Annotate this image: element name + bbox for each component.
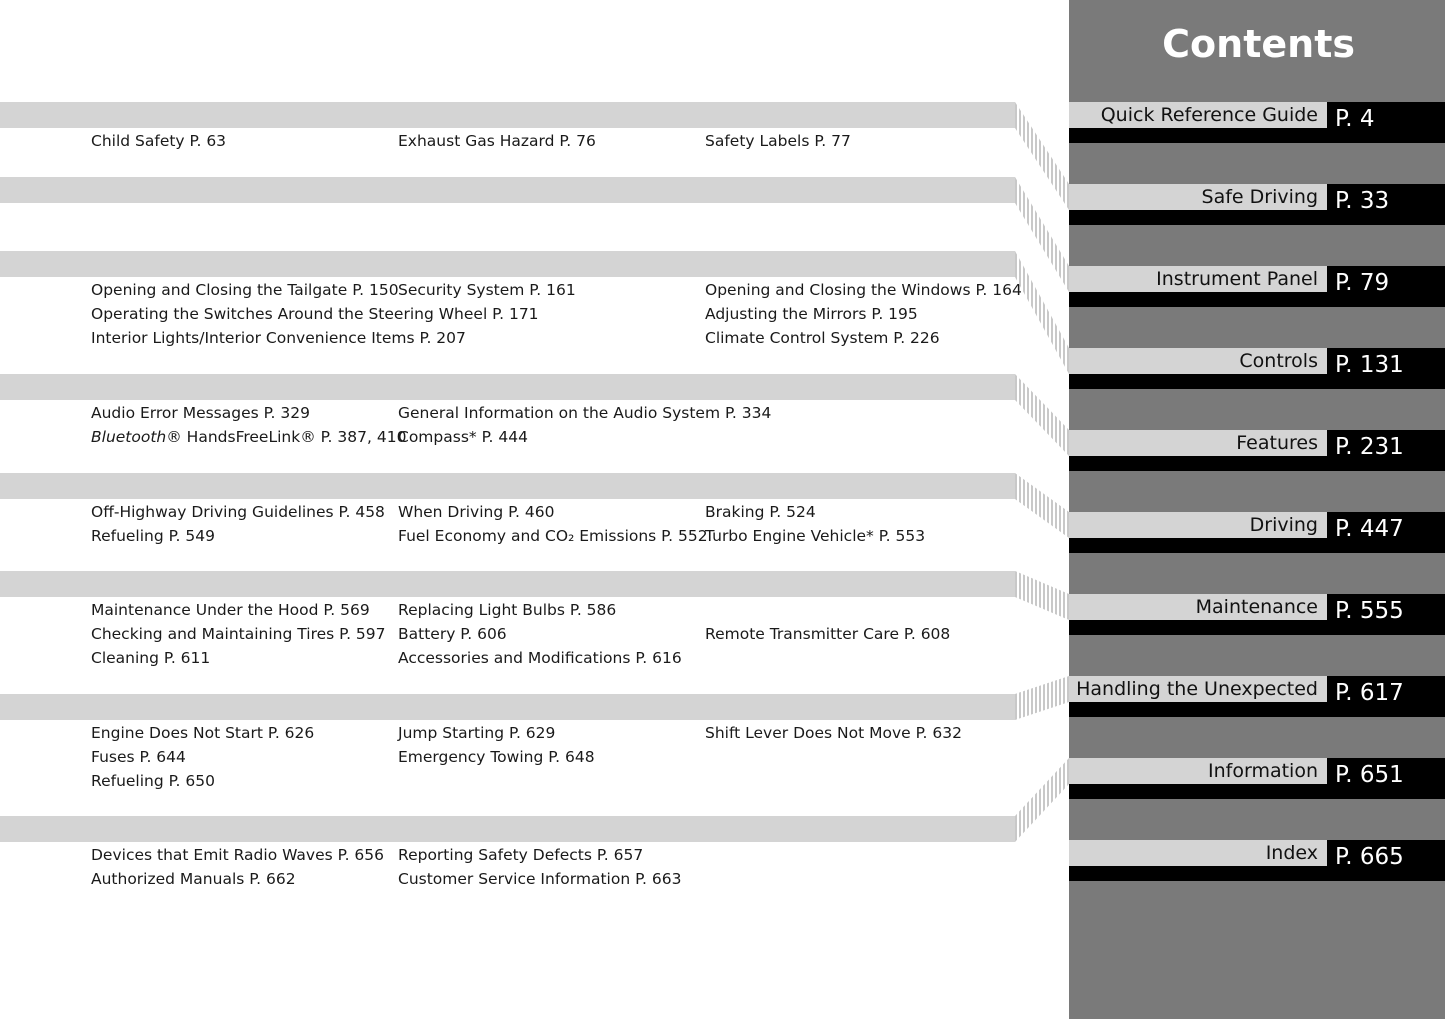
toc-link[interactable]: Emergency Towing P. 648 xyxy=(398,748,595,766)
toc-link[interactable]: Customer Service Information P. 663 xyxy=(398,870,682,888)
page-box xyxy=(1327,676,1445,717)
page-box xyxy=(1327,184,1445,225)
page-box xyxy=(1327,266,1445,307)
page-box xyxy=(1327,102,1445,143)
connector-stripe xyxy=(1015,758,1069,842)
toc-link[interactable]: Jump Starting P. 629 xyxy=(398,724,556,742)
toc-link[interactable]: Checking and Maintaining Tires P. 597 xyxy=(91,625,386,643)
toc-link[interactable]: Opening and Closing the Tailgate P. 150 xyxy=(91,281,399,299)
sidebar-item-label: Index xyxy=(1069,840,1327,866)
page-box xyxy=(1327,430,1445,471)
page-box xyxy=(1327,594,1445,635)
toc-link[interactable]: Climate Control System P. 226 xyxy=(705,329,940,347)
page-box xyxy=(1327,512,1445,553)
connector-stripe xyxy=(1015,374,1069,456)
connector-stripe xyxy=(1015,473,1069,538)
sidebar-item[interactable]: Maintenance P. 555 xyxy=(1069,594,1445,635)
toc-link[interactable]: Fuses P. 644 xyxy=(91,748,186,766)
sidebar-item[interactable]: Handling the Unexpected P. 617 xyxy=(1069,676,1445,717)
sidebar-item[interactable]: Information P. 651 xyxy=(1069,758,1445,799)
sidebar-item[interactable]: Controls P. 131 xyxy=(1069,348,1445,389)
sidebar-item-page: P. 231 xyxy=(1335,434,1404,460)
sidebar-item-page: P. 555 xyxy=(1335,598,1404,624)
sidebar-item[interactable]: Instrument Panel P. 79 xyxy=(1069,266,1445,307)
sidebar-item-label: Handling the Unexpected xyxy=(1069,676,1327,702)
toc-link[interactable]: Authorized Manuals P. 662 xyxy=(91,870,296,888)
sidebar-item-page: P. 617 xyxy=(1335,680,1404,706)
toc-link[interactable]: Devices that Emit Radio Waves P. 656 xyxy=(91,846,385,864)
sidebar-item-label: Maintenance xyxy=(1069,594,1327,620)
connector-stripe xyxy=(1015,177,1069,292)
sidebar-item-label: Information xyxy=(1069,758,1327,784)
toc-link[interactable]: Remote Transmitter Care P. 608 xyxy=(705,625,951,643)
sidebar-item-page: P. 665 xyxy=(1335,844,1404,870)
section-band[interactable] xyxy=(0,694,1015,720)
page-box xyxy=(1327,758,1445,799)
toc-link[interactable]: Refueling P. 549 xyxy=(91,527,215,545)
toc-link[interactable]: Exhaust Gas Hazard P. 76 xyxy=(398,132,596,150)
sidebar-item-page: P. 131 xyxy=(1335,352,1404,378)
toc-link[interactable]: Battery P. 606 xyxy=(398,625,507,643)
toc-link[interactable]: Turbo Engine Vehicle* P. 553 xyxy=(705,527,926,545)
contents-title: Contents xyxy=(1162,22,1355,66)
toc-link[interactable]: Security System P. 161 xyxy=(398,281,576,299)
toc-link[interactable]: Engine Does Not Start P. 626 xyxy=(91,724,315,742)
sidebar-item-page: P. 651 xyxy=(1335,762,1404,788)
toc-link[interactable]: Safety Labels P. 77 xyxy=(705,132,851,150)
toc-link[interactable]: Reporting Safety Defects P. 657 xyxy=(398,846,644,864)
toc-link[interactable]: Opening and Closing the Windows P. 164 xyxy=(705,281,1022,299)
section-band[interactable] xyxy=(0,473,1015,499)
sidebar-item-label: Quick Reference Guide xyxy=(1069,102,1327,128)
toc-link[interactable]: Child Safety P. 63 xyxy=(91,132,227,150)
toc-link[interactable]: Refueling P. 650 xyxy=(91,772,215,790)
sidebar-item-label: Features xyxy=(1069,430,1327,456)
toc-link[interactable]: Operating the Switches Around the Steeri… xyxy=(91,305,539,323)
toc-link[interactable]: Compass* P. 444 xyxy=(398,428,528,446)
connector-stripe xyxy=(1015,102,1069,210)
sidebar-item-label: Controls xyxy=(1069,348,1327,374)
link-text-italic: Bluetooth xyxy=(91,428,167,446)
section-band[interactable] xyxy=(0,816,1015,842)
toc-link[interactable]: Accessories and Modifications P. 616 xyxy=(398,649,682,667)
sidebar-item-label: Instrument Panel xyxy=(1069,266,1327,292)
sidebar-item-page: P. 447 xyxy=(1335,516,1404,542)
page-box xyxy=(1327,840,1445,881)
toc-link[interactable]: Cleaning P. 611 xyxy=(91,649,211,667)
connector-stripe xyxy=(1015,676,1069,720)
sidebar-item[interactable]: Driving P. 447 xyxy=(1069,512,1445,553)
sidebar-item[interactable]: Features P. 231 xyxy=(1069,430,1445,471)
sidebar-item-page: P. 4 xyxy=(1335,106,1375,132)
connector-stripe xyxy=(1015,571,1069,620)
toc-link[interactable]: Maintenance Under the Hood P. 569 xyxy=(91,601,370,619)
sidebar-item-page: P. 33 xyxy=(1335,188,1390,214)
section-band[interactable] xyxy=(0,374,1015,400)
toc-link[interactable]: Audio Error Messages P. 329 xyxy=(91,404,310,422)
sidebar-item-label: Safe Driving xyxy=(1069,184,1327,210)
toc-link[interactable]: When Driving P. 460 xyxy=(398,503,555,521)
toc-link[interactable]: Shift Lever Does Not Move P. 632 xyxy=(705,724,962,742)
sidebar-item[interactable]: Safe Driving P. 33 xyxy=(1069,184,1445,225)
section-band[interactable] xyxy=(0,102,1015,128)
contents-sidebar: Contents Quick Reference Guide P. 4 Safe D… xyxy=(1069,0,1445,1019)
section-band[interactable] xyxy=(0,571,1015,597)
section-band[interactable] xyxy=(0,251,1015,277)
link-text: ® HandsFreeLink® P. 387, 410 xyxy=(166,428,407,446)
section-band[interactable] xyxy=(0,177,1015,203)
sidebar-item[interactable]: Index P. 665 xyxy=(1069,840,1445,881)
connector-stripe xyxy=(1015,251,1069,374)
toc-link[interactable]: Interior Lights/Interior Convenience Ite… xyxy=(91,329,466,347)
toc-link[interactable]: Bluetooth® HandsFreeLink® P. 387, 410 xyxy=(91,425,406,449)
toc-link[interactable]: Fuel Economy and CO₂ Emissions P. 552 xyxy=(398,527,708,545)
toc-link[interactable]: Braking P. 524 xyxy=(705,503,816,521)
toc-link[interactable]: General Information on the Audio System … xyxy=(398,404,772,422)
sidebar-item-label: Driving xyxy=(1069,512,1327,538)
toc-link[interactable]: Replacing Light Bulbs P. 586 xyxy=(398,601,617,619)
page-box xyxy=(1327,348,1445,389)
toc-link[interactable]: Off-Highway Driving Guidelines P. 458 xyxy=(91,503,385,521)
sidebar-item[interactable]: Quick Reference Guide P. 4 xyxy=(1069,102,1445,143)
sidebar-item-page: P. 79 xyxy=(1335,270,1390,296)
connector-stripes xyxy=(1015,102,1069,842)
toc-link[interactable]: Adjusting the Mirrors P. 195 xyxy=(705,305,918,323)
